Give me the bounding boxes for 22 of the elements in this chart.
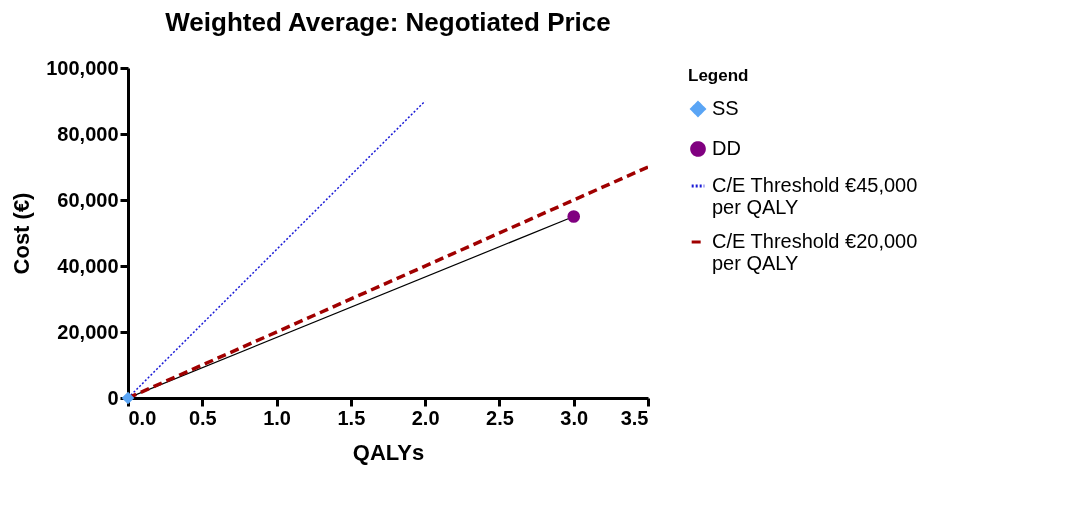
x-tick-label: 1.0: [263, 406, 291, 429]
x-tick-label: 0.0: [128, 406, 157, 429]
y-tick-label: 20,000: [57, 320, 119, 343]
y-tick-label: 40,000: [57, 254, 119, 277]
x-tick-label: 3.0: [560, 406, 589, 429]
legend-label: C/E Threshold €20,000 per QALY: [712, 230, 918, 274]
legend-label: SS: [712, 97, 739, 119]
chart-title: Weighted Average: Negotiated Price: [165, 7, 611, 37]
x-tick-label: 2.5: [486, 406, 514, 429]
legend-title: Legend: [688, 66, 749, 85]
legend-label: C/E Threshold €45,000 per QALY: [712, 174, 918, 218]
y-axis-title: Cost (€): [9, 192, 35, 275]
x-tick-label: 2.0: [411, 406, 440, 429]
y-tick-label: 0: [107, 386, 119, 409]
x-tick-label: 1.5: [337, 406, 366, 429]
x-tick-label: 3.5: [620, 406, 649, 429]
y-tick-label: 100,000: [46, 56, 119, 79]
y-tick-label: 60,000: [57, 188, 119, 211]
x-axis-title: QALYs: [352, 439, 425, 465]
legend-label: DD: [712, 137, 741, 159]
y-tick-label: 80,000: [57, 122, 119, 145]
x-tick-label: 0.5: [188, 406, 217, 429]
